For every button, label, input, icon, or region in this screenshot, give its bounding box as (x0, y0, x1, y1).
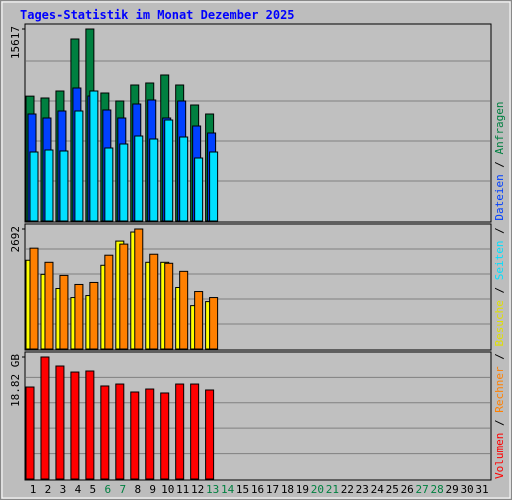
x-tick-label: 7 (119, 483, 126, 496)
legend-entry: Anfragen (493, 101, 506, 154)
bar (145, 388, 155, 480)
bar (89, 90, 99, 222)
bar (205, 389, 215, 480)
bar (40, 356, 50, 480)
x-tick-label: 31 (475, 483, 488, 496)
legend-entry: Volumen (493, 433, 506, 479)
x-tick-label: 23 (356, 483, 369, 496)
x-tick-label: 2 (45, 483, 52, 496)
legend-entry: Seiten (493, 241, 506, 281)
legend-entry: Besuche (493, 300, 506, 346)
x-tick-label: 17 (266, 483, 279, 496)
bar (29, 151, 39, 222)
legend-separator: / (493, 280, 506, 300)
plot-area (24, 351, 492, 481)
x-tick-label: 15 (236, 483, 249, 496)
x-tick-label: 18 (281, 483, 294, 496)
x-tick-label: 12 (191, 483, 204, 496)
bar (164, 119, 174, 222)
x-tick-label: 22 (341, 483, 354, 496)
bar (164, 262, 174, 350)
x-tick-label: 30 (460, 483, 473, 496)
bar (89, 281, 99, 350)
x-tick-label: 4 (75, 483, 82, 496)
bar (175, 383, 185, 480)
bar (104, 147, 114, 222)
x-tick-label: 25 (386, 483, 399, 496)
y-tick-label: 2692 (9, 226, 22, 253)
bar (179, 136, 189, 222)
x-tick-label: 27 (416, 483, 429, 496)
bar (25, 386, 35, 480)
x-tick-label: 14 (221, 483, 235, 496)
legend-entry: Rechner (493, 366, 506, 413)
bar (70, 371, 80, 480)
y-tick-label: 18.82 GB (9, 354, 22, 407)
bar (55, 365, 65, 480)
bar (115, 383, 125, 480)
bar (119, 143, 129, 222)
y-tick-label: 15617 (9, 26, 22, 59)
x-tick-label: 28 (431, 483, 444, 496)
x-tick-label: 20 (311, 483, 324, 496)
bar (44, 261, 54, 350)
legend-separator: / (493, 347, 506, 367)
x-tick-label: 5 (90, 483, 97, 496)
x-tick-label: 11 (176, 483, 189, 496)
x-tick-label: 26 (401, 483, 414, 496)
bar (190, 383, 200, 480)
bar (44, 149, 54, 222)
bar (59, 274, 69, 350)
x-tick-label: 13 (206, 483, 219, 496)
legend-separator: / (493, 413, 506, 433)
legend-entry: Dateien (493, 174, 506, 220)
bar (29, 247, 39, 350)
bar (59, 150, 69, 222)
bar (104, 254, 114, 350)
bar (85, 370, 95, 480)
x-tick-label: 21 (326, 483, 339, 496)
legend-separator: / (493, 221, 506, 241)
bar (209, 151, 219, 222)
bar (119, 243, 129, 350)
x-tick-label: 9 (149, 483, 156, 496)
bar (74, 283, 84, 350)
x-tick-label: 24 (371, 483, 385, 496)
x-tick-label: 8 (134, 483, 141, 496)
x-tick-label: 6 (105, 483, 112, 496)
bar (130, 391, 140, 480)
bar (209, 297, 219, 350)
x-tick-label: 29 (445, 483, 458, 496)
bar (74, 110, 84, 222)
bar (149, 253, 159, 350)
bar (134, 228, 144, 350)
bar (160, 392, 170, 480)
bar (179, 270, 189, 350)
legend: Volumen / Rechner / Besuche / Seiten / D… (493, 101, 506, 479)
bar (100, 385, 110, 480)
bar (134, 135, 144, 222)
bar (194, 157, 204, 222)
legend-separator: / (493, 154, 506, 174)
bar (149, 138, 159, 222)
x-tick-label: 19 (296, 483, 309, 496)
x-tick-label: 1 (30, 483, 37, 496)
bar (194, 291, 204, 350)
x-tick-label: 10 (161, 483, 174, 496)
x-tick-label: 16 (251, 483, 264, 496)
x-tick-label: 3 (60, 483, 67, 496)
chart-title: Tages-Statistik im Monat Dezember 2025 (20, 8, 295, 22)
